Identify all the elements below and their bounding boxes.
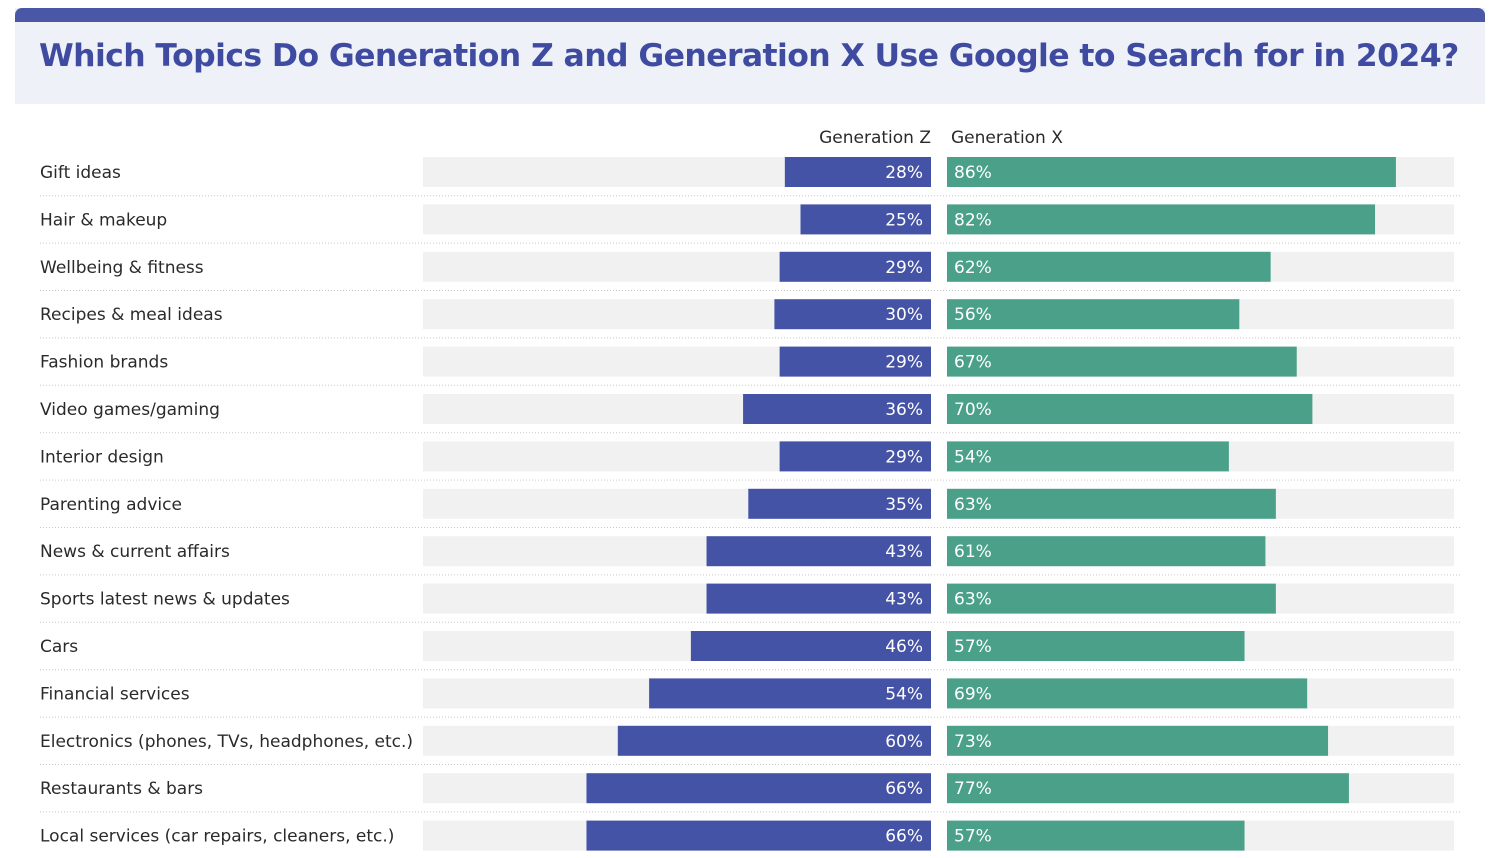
gen-z-value-label: 43% xyxy=(885,590,923,610)
gen-z-value-label: 25% xyxy=(885,210,923,230)
gen-x-bar xyxy=(947,536,1266,567)
category-label: Restaurants & bars xyxy=(40,779,203,799)
gen-z-value-label: 43% xyxy=(885,542,923,562)
gen-x-value-label: 82% xyxy=(954,210,992,230)
gen-z-value-label: 36% xyxy=(885,400,923,420)
gen-x-value-label: 86% xyxy=(954,163,992,183)
gen-x-bar xyxy=(947,251,1271,282)
gen-x-value-label: 77% xyxy=(954,779,992,799)
gen-x-bar xyxy=(947,820,1245,851)
gen-x-value-label: 61% xyxy=(954,542,992,562)
gen-x-value-label: 69% xyxy=(954,684,992,704)
header-accent-bar xyxy=(15,8,1485,22)
gen-z-bar xyxy=(784,157,931,187)
legend-generation-z: Generation Z xyxy=(819,128,931,148)
legend-generation-x: Generation X xyxy=(951,128,1063,148)
gen-x-bar xyxy=(947,631,1245,661)
gen-x-bar xyxy=(947,583,1276,614)
gen-z-value-label: 29% xyxy=(885,353,923,373)
gen-x-value-label: 70% xyxy=(954,400,992,420)
gen-x-bar xyxy=(947,441,1229,472)
gen-z-bar xyxy=(779,441,931,472)
gen-x-value-label: 56% xyxy=(954,305,992,325)
gen-z-bar xyxy=(649,678,931,709)
gen-z-bar xyxy=(706,583,931,614)
gen-z-value-label: 30% xyxy=(885,305,923,325)
category-label: Electronics (phones, TVs, headphones, et… xyxy=(40,732,413,752)
gen-z-value-label: 66% xyxy=(885,827,923,847)
category-label: Fashion brands xyxy=(40,353,168,373)
gen-z-value-label: 66% xyxy=(885,779,923,799)
gen-z-value-label: 29% xyxy=(885,258,923,278)
gen-x-value-label: 57% xyxy=(954,637,992,657)
gen-x-value-label: 67% xyxy=(954,353,992,373)
gen-x-bar xyxy=(947,346,1297,377)
gen-z-bar xyxy=(690,631,931,661)
category-label: Local services (car repairs, cleaners, e… xyxy=(40,827,394,847)
gen-x-bar xyxy=(947,299,1240,330)
gen-z-bar xyxy=(706,536,931,567)
category-label: Parenting advice xyxy=(40,495,182,515)
gen-z-bar xyxy=(779,346,931,377)
gen-x-value-label: 63% xyxy=(954,495,992,515)
gen-z-bar xyxy=(743,394,931,424)
gen-x-value-label: 73% xyxy=(954,732,992,752)
category-label: Cars xyxy=(40,637,78,657)
gen-z-bar xyxy=(586,773,931,804)
gen-x-bar xyxy=(947,773,1349,804)
category-label: Recipes & meal ideas xyxy=(40,305,223,325)
gen-x-value-label: 57% xyxy=(954,827,992,847)
chart-title: Which Topics Do Generation Z and Generat… xyxy=(39,38,1459,74)
gen-z-bar xyxy=(748,488,931,519)
gen-x-bar xyxy=(947,725,1329,756)
category-label: Sports latest news & updates xyxy=(40,590,290,610)
gen-z-bar xyxy=(800,204,931,235)
gen-x-bar xyxy=(947,204,1376,235)
gen-z-value-label: 35% xyxy=(885,495,923,515)
gen-x-bar xyxy=(947,488,1276,519)
category-label: News & current affairs xyxy=(40,542,230,562)
gen-z-value-label: 54% xyxy=(885,684,923,704)
gen-z-value-label: 28% xyxy=(885,163,923,183)
gen-z-bar xyxy=(617,725,931,756)
gen-z-bar xyxy=(779,251,931,282)
category-label: Wellbeing & fitness xyxy=(40,258,204,278)
category-label: Hair & makeup xyxy=(40,210,167,230)
category-label: Video games/gaming xyxy=(40,400,220,420)
category-label: Gift ideas xyxy=(40,163,121,183)
gen-x-value-label: 62% xyxy=(954,258,992,278)
gen-z-value-label: 46% xyxy=(885,637,923,657)
gen-z-value-label: 29% xyxy=(885,447,923,467)
category-label: Interior design xyxy=(40,447,164,467)
gen-x-bar xyxy=(947,678,1308,709)
gen-z-value-label: 60% xyxy=(885,732,923,752)
gen-x-value-label: 54% xyxy=(954,447,992,467)
gen-x-bar xyxy=(947,157,1396,187)
chart-header: Which Topics Do Generation Z and Generat… xyxy=(15,8,1485,104)
gen-z-bar xyxy=(774,299,931,330)
gen-x-value-label: 63% xyxy=(954,590,992,610)
gen-z-bar xyxy=(586,820,931,851)
gen-x-bar xyxy=(947,394,1313,424)
category-label: Financial services xyxy=(40,684,190,704)
